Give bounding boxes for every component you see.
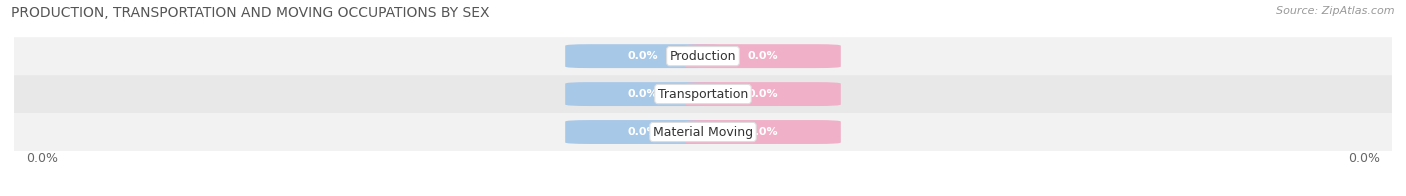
FancyBboxPatch shape — [14, 113, 1392, 151]
Text: Transportation: Transportation — [658, 88, 748, 101]
FancyBboxPatch shape — [565, 120, 721, 144]
Text: Production: Production — [669, 50, 737, 63]
FancyBboxPatch shape — [14, 37, 1392, 75]
Text: Material Moving: Material Moving — [652, 125, 754, 139]
FancyBboxPatch shape — [14, 75, 1392, 113]
Text: 0.0%: 0.0% — [27, 152, 58, 165]
FancyBboxPatch shape — [565, 44, 721, 68]
FancyBboxPatch shape — [685, 82, 841, 106]
Text: 0.0%: 0.0% — [748, 89, 778, 99]
Text: PRODUCTION, TRANSPORTATION AND MOVING OCCUPATIONS BY SEX: PRODUCTION, TRANSPORTATION AND MOVING OC… — [11, 6, 489, 20]
Text: 0.0%: 0.0% — [748, 51, 778, 61]
Text: 0.0%: 0.0% — [748, 127, 778, 137]
FancyBboxPatch shape — [685, 44, 841, 68]
Text: 0.0%: 0.0% — [628, 51, 658, 61]
FancyBboxPatch shape — [565, 82, 721, 106]
FancyBboxPatch shape — [685, 120, 841, 144]
Text: 0.0%: 0.0% — [628, 89, 658, 99]
Text: 0.0%: 0.0% — [1348, 152, 1379, 165]
Text: Source: ZipAtlas.com: Source: ZipAtlas.com — [1277, 6, 1395, 16]
Text: 0.0%: 0.0% — [628, 127, 658, 137]
